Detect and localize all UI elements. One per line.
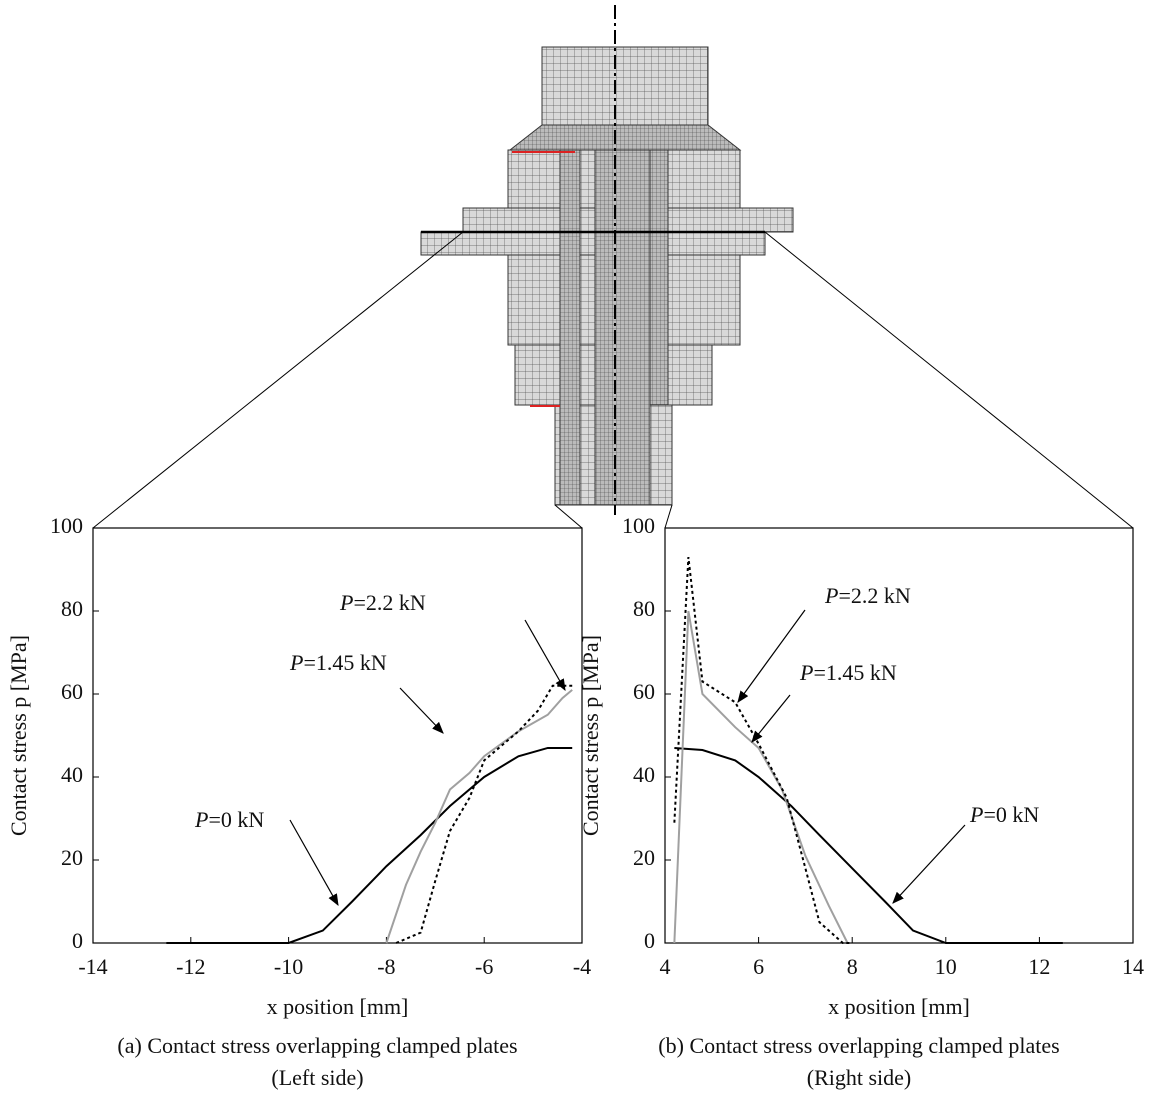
x-tick-label: -4 [573,954,591,979]
y-tick-label: 0 [644,928,655,953]
page: -14-12-10-8-6-4020406080100x position [m… [0,0,1153,1108]
y-tick-label: 60 [633,679,655,704]
series-line [674,748,1062,943]
annotation-arrow [752,695,790,742]
series-line [386,690,572,943]
x-tick-label: 12 [1028,954,1050,979]
y-tick-label: 20 [61,845,83,870]
y-axis-label: Contact stress p [MPa] [6,635,31,836]
annotation-arrow [400,688,443,733]
figure: -14-12-10-8-6-4020406080100x position [m… [0,0,1153,1108]
y-tick-label: 60 [61,679,83,704]
y-tick-label: 40 [61,762,83,787]
x-tick-label: -6 [475,954,493,979]
y-tick-label: 80 [633,596,655,621]
x-tick-label: -12 [176,954,205,979]
series-label: P=0 kN [969,802,1039,827]
annotation-arrow [893,825,965,903]
series-label: P=1.45 kN [799,660,897,685]
x-axis-label: x position [mm] [828,994,970,1019]
series-label: P=1.45 kN [289,650,387,675]
x-tick-label: 10 [935,954,957,979]
x-tick-label: 8 [847,954,858,979]
x-tick-label: -8 [377,954,395,979]
series-label: P=2.2 kN [339,590,426,615]
caption: (b) Contact stress overlapping clamped p… [658,1033,1059,1058]
caption: (Left side) [271,1065,363,1090]
y-tick-label: 100 [50,513,83,538]
fe-mesh [421,5,793,515]
series-label: P=0 kN [194,807,264,832]
caption: (a) Contact stress overlapping clamped p… [117,1033,517,1058]
y-tick-label: 20 [633,845,655,870]
x-axis-label: x position [mm] [267,994,409,1019]
y-tick-label: 40 [633,762,655,787]
x-tick-label: 4 [660,954,671,979]
annotation-arrow [738,610,805,702]
annotation-arrow [290,820,338,905]
plot-frame [93,528,582,943]
y-tick-label: 0 [72,928,83,953]
y-tick-label: 100 [622,513,655,538]
series-label: P=2.2 kN [824,583,911,608]
x-tick-label: 14 [1122,954,1144,979]
series-line [396,686,572,943]
annotation-arrow [525,620,565,690]
x-tick-label: -10 [274,954,303,979]
caption: (Right side) [807,1065,912,1090]
y-tick-label: 80 [61,596,83,621]
x-tick-label: 6 [753,954,764,979]
series-line [166,748,572,943]
y-axis-label: Contact stress p [MPa] [578,635,603,836]
x-tick-label: -14 [78,954,107,979]
